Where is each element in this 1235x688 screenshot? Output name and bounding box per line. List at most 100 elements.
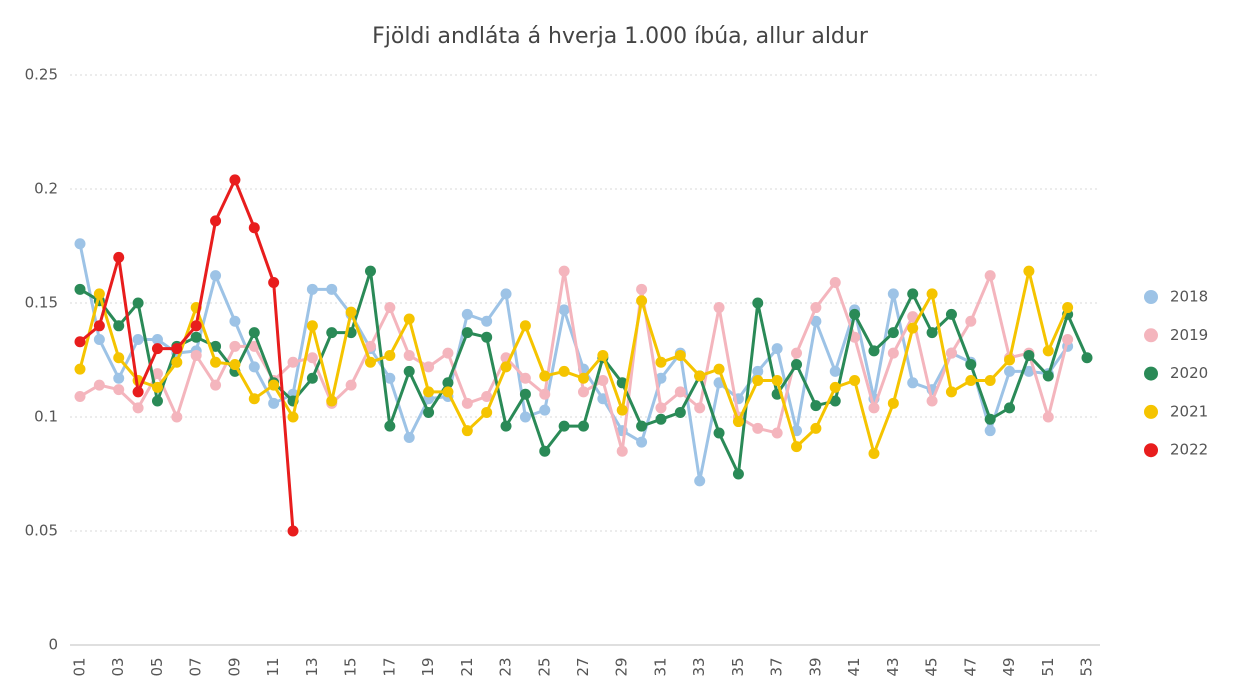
point: [384, 349, 396, 361]
point: [500, 420, 512, 432]
point: [403, 349, 415, 361]
point: [616, 404, 628, 416]
point: [868, 447, 880, 459]
point: [151, 368, 163, 380]
point: [713, 427, 725, 439]
point: [500, 288, 512, 300]
point: [287, 356, 299, 368]
x-tick-label: 09: [225, 657, 243, 676]
point: [945, 347, 957, 359]
point: [74, 390, 86, 402]
point: [539, 404, 551, 416]
x-tick-label: 45: [923, 657, 941, 676]
point: [829, 365, 841, 377]
point: [384, 372, 396, 384]
point: [190, 320, 202, 332]
point: [1004, 354, 1016, 366]
point: [674, 349, 686, 361]
point: [791, 441, 803, 453]
point: [229, 315, 241, 327]
point: [558, 365, 570, 377]
legend-marker: [1144, 443, 1158, 458]
y-tick-label: 0.1: [34, 408, 58, 426]
point: [1042, 345, 1054, 357]
point: [694, 475, 706, 487]
point: [384, 302, 396, 314]
point: [306, 372, 318, 384]
point: [461, 397, 473, 409]
point: [306, 352, 318, 364]
point: [752, 422, 764, 434]
point: [113, 372, 125, 384]
point: [210, 379, 222, 391]
legend-label: 2019: [1170, 326, 1208, 344]
point: [558, 304, 570, 316]
point: [481, 315, 493, 327]
point: [442, 347, 454, 359]
point: [461, 308, 473, 320]
x-tick-label: 47: [961, 657, 979, 676]
point: [965, 375, 977, 387]
point: [364, 340, 376, 352]
point: [984, 413, 996, 425]
series-line: [79, 269, 1070, 453]
legend-label: 2021: [1170, 402, 1208, 420]
point: [113, 384, 125, 396]
point: [481, 331, 493, 343]
point: [229, 174, 241, 186]
y-tick-label: 0.2: [34, 180, 58, 198]
point: [364, 265, 376, 277]
point: [461, 327, 473, 339]
point: [1023, 265, 1035, 277]
point: [791, 359, 803, 371]
x-tick-label: 33: [690, 657, 708, 676]
x-tick-label: 19: [419, 657, 437, 676]
point: [1004, 402, 1016, 414]
point: [732, 416, 744, 428]
point: [151, 343, 163, 355]
y-tick-label: 0.15: [25, 294, 58, 312]
point: [752, 297, 764, 309]
point: [132, 333, 144, 345]
point: [771, 427, 783, 439]
x-tick-label: 41: [845, 657, 863, 676]
point: [403, 365, 415, 377]
point: [713, 363, 725, 375]
point: [1081, 352, 1093, 364]
point: [887, 397, 899, 409]
point: [113, 352, 125, 364]
point: [229, 340, 241, 352]
point: [810, 422, 822, 434]
point: [74, 363, 86, 375]
point: [500, 361, 512, 373]
point: [210, 270, 222, 282]
x-tick-label: 23: [497, 657, 515, 676]
point: [132, 386, 144, 398]
point: [887, 347, 899, 359]
point: [1042, 411, 1054, 423]
point: [597, 349, 609, 361]
point: [1023, 365, 1035, 377]
point: [810, 302, 822, 314]
point: [539, 370, 551, 382]
point: [326, 327, 338, 339]
point: [268, 379, 280, 391]
point: [984, 425, 996, 437]
point: [849, 331, 861, 343]
point: [771, 375, 783, 387]
point: [926, 395, 938, 407]
point: [926, 327, 938, 339]
point: [326, 395, 338, 407]
point: [93, 333, 105, 345]
point: [771, 343, 783, 355]
point: [907, 311, 919, 323]
x-tick-label: 37: [768, 657, 786, 676]
point: [113, 320, 125, 332]
point: [926, 288, 938, 300]
point: [539, 445, 551, 457]
point: [655, 402, 667, 414]
legend-label: 2022: [1170, 441, 1208, 459]
point: [171, 343, 183, 355]
point: [442, 386, 454, 398]
point: [578, 372, 589, 384]
